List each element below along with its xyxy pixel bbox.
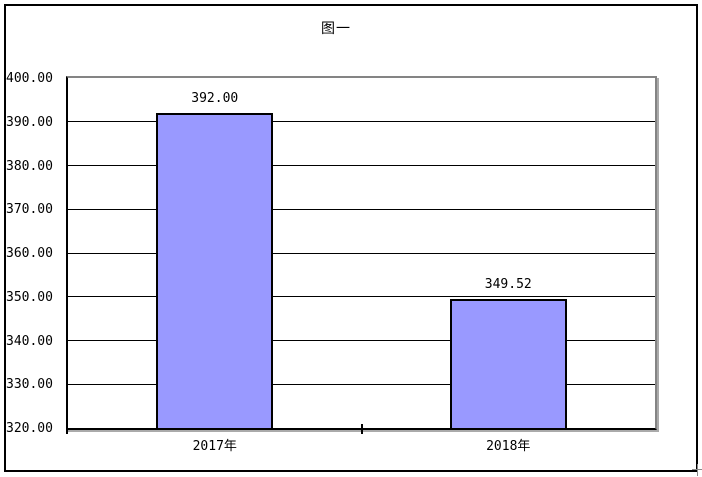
x-tick-label-2017年: 2017年: [192, 439, 237, 454]
x-axis-end-tick: [66, 430, 68, 434]
y-tick-label-380: 380.00: [6, 158, 53, 174]
y-tick-label-390: 390.00: [6, 114, 53, 130]
gridline-390: [68, 121, 655, 123]
gridline-340: [68, 340, 655, 341]
bar-value-label-2017年: 392.00: [191, 91, 239, 106]
x-tick-label-2018年: 2018年: [486, 439, 531, 454]
bar-2017年: [156, 113, 274, 428]
resize-handle-icon: [692, 464, 702, 476]
y-tick-label-320: 320.00: [6, 421, 53, 436]
x-axis-divider-tick: [360, 424, 363, 434]
y-tick-label-400: 400.00: [6, 71, 53, 86]
y-tick-label-340: 340.00: [6, 333, 53, 349]
bar-value-label-2018年: 349.52: [484, 276, 532, 292]
gridline-370: [68, 208, 655, 210]
gridline-330: [68, 383, 655, 385]
gridline-360: [68, 252, 655, 254]
chart-title: 图一: [321, 21, 351, 37]
gridline-380: [68, 165, 655, 166]
y-tick-label-330: 330.00: [6, 377, 53, 393]
gridline-350: [68, 296, 655, 298]
bar-2018年: [449, 299, 567, 428]
y-tick-label-360: 360.00: [6, 246, 53, 261]
y-tick-label-370: 370.00: [6, 202, 53, 218]
y-tick-label-350: 350.00: [6, 289, 53, 305]
plot-area: [66, 76, 657, 430]
